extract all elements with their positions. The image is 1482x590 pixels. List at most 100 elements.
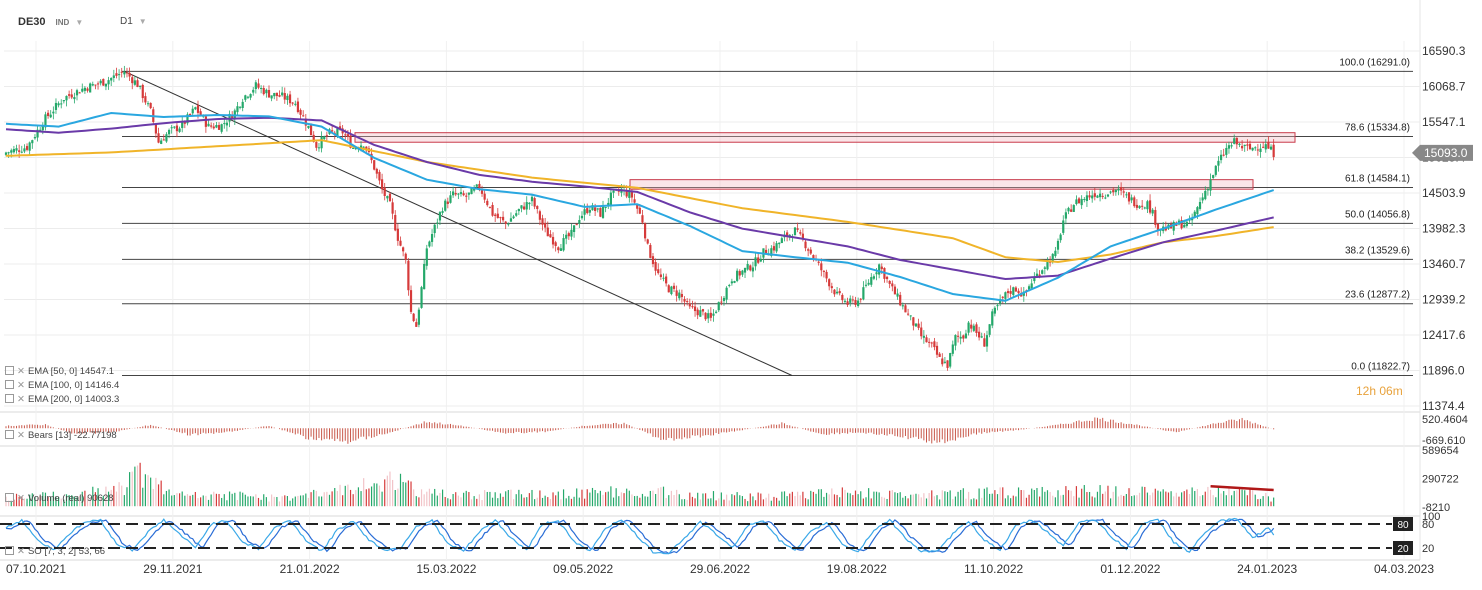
y-tick-label: 12417.6: [1422, 328, 1466, 342]
x-tick-label: 15.03.2022: [416, 562, 476, 576]
candle-body: [691, 306, 694, 308]
settings-icon[interactable]: [5, 380, 14, 389]
settings-icon[interactable]: [5, 394, 14, 403]
candle-body: [1101, 195, 1104, 197]
candle-body: [586, 208, 589, 214]
candle-body: [1064, 212, 1067, 219]
candle-body: [231, 114, 234, 119]
x-tick-label: 29.06.2022: [690, 562, 750, 576]
timeframe-dropdown-icon[interactable]: ▼: [138, 17, 147, 26]
so-tick-label: 20: [1422, 543, 1434, 555]
candle-body: [707, 313, 710, 319]
y-tick-label: 16590.3: [1422, 44, 1466, 58]
candle-body: [1233, 138, 1236, 144]
candle-body: [1125, 194, 1128, 196]
close-icon[interactable]: ✕: [17, 394, 25, 405]
candle-body: [167, 129, 171, 135]
candle-body: [281, 92, 284, 96]
candle-body: [162, 139, 165, 141]
symbol-header[interactable]: DE30 IND ▼: [18, 16, 83, 28]
candle-body: [559, 248, 563, 251]
candle-body: [312, 134, 315, 142]
candle-body: [388, 193, 392, 202]
candle-body: [962, 335, 965, 339]
candle-body: [186, 114, 189, 124]
candle-body: [291, 102, 294, 104]
candle-body: [533, 198, 536, 207]
candle-body: [178, 128, 181, 132]
candle-body: [983, 338, 986, 347]
ema200-legend[interactable]: ✕ EMA [200, 0] 14003.3: [5, 394, 119, 405]
candle-body: [970, 324, 973, 329]
candle-body: [746, 263, 749, 270]
candle-body: [541, 218, 544, 225]
settings-icon[interactable]: [5, 366, 14, 375]
candle-body: [125, 72, 129, 74]
candle-body: [538, 211, 541, 220]
candle-body: [1127, 192, 1131, 202]
candle-body: [715, 311, 718, 313]
candle-body: [81, 88, 84, 92]
candle-body: [959, 336, 962, 339]
bears-legend[interactable]: ✕ Bears [13] -22.77198: [5, 430, 117, 441]
candle-body: [323, 136, 326, 140]
settings-icon[interactable]: [5, 493, 14, 502]
candle-body: [1098, 193, 1102, 198]
so-legend[interactable]: ✕ SO [7, 3, 2] 53, 66: [5, 546, 105, 557]
candle-body: [1001, 296, 1004, 298]
candle-body: [1012, 287, 1015, 295]
ema100-legend[interactable]: ✕ EMA [100, 0] 14146.4: [5, 380, 119, 391]
timeframe-selector[interactable]: D1 ▼: [120, 16, 147, 27]
candle-body: [741, 270, 744, 275]
candle-body: [851, 299, 854, 301]
settings-icon[interactable]: [5, 430, 14, 439]
close-icon[interactable]: ✕: [17, 546, 25, 557]
candle-body: [220, 124, 223, 132]
candle-body: [49, 114, 52, 118]
candle-body: [120, 71, 123, 73]
candle-body: [1038, 274, 1041, 276]
close-icon[interactable]: ✕: [17, 430, 25, 441]
candle-body: [1030, 283, 1033, 289]
x-tick-label: 21.01.2022: [280, 562, 340, 576]
candle-body: [110, 77, 113, 81]
candle-body: [688, 303, 691, 307]
candle-body: [404, 253, 407, 260]
close-icon[interactable]: ✕: [17, 493, 25, 504]
volume-trendline: [1210, 484, 1274, 492]
symbol-dropdown-icon[interactable]: ▼: [75, 18, 84, 27]
volume-legend[interactable]: ✕ Volume (real) 90628: [5, 493, 114, 504]
candle-body: [1191, 218, 1194, 221]
ema50-legend[interactable]: ✕ EMA [50, 0] 14547.1: [5, 366, 114, 377]
candle-body: [117, 74, 121, 76]
candle-body: [278, 95, 281, 97]
candle-body: [15, 148, 18, 151]
so-signal-line: [5, 518, 1275, 555]
candle-body: [501, 216, 505, 221]
candle-body: [475, 184, 478, 187]
candle-body: [862, 287, 865, 300]
candle-body: [212, 126, 215, 129]
candle-body: [667, 285, 670, 293]
settings-icon[interactable]: [5, 546, 14, 555]
x-tick-label: 19.08.2022: [827, 562, 887, 576]
candle-body: [943, 361, 947, 363]
candle-body: [920, 327, 923, 337]
candle-body: [546, 227, 549, 237]
close-icon[interactable]: ✕: [17, 380, 25, 391]
candle-body: [54, 102, 58, 110]
candle-body: [436, 222, 439, 224]
candle-body: [1062, 220, 1065, 233]
candle-body: [1180, 220, 1183, 229]
close-icon[interactable]: ✕: [17, 366, 25, 377]
candle-body: [412, 313, 415, 322]
candle-body: [636, 204, 639, 209]
candle-body: [1133, 197, 1136, 207]
candle-body: [99, 80, 102, 84]
candle-body: [933, 341, 936, 348]
fibonacci-label: 23.6 (12877.2): [1345, 290, 1410, 301]
candle-body: [1256, 149, 1259, 151]
candle-body: [1217, 160, 1220, 166]
volume-bars: [5, 462, 1275, 507]
